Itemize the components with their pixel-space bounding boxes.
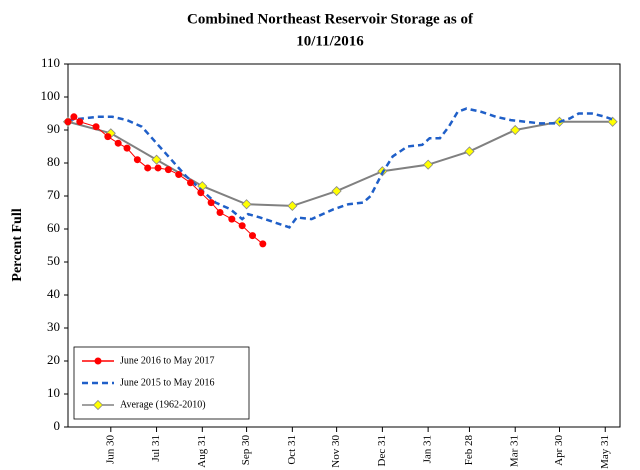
legend-label: June 2015 to May 2016 (120, 377, 214, 388)
x-tick-label: Oct 31 (286, 435, 298, 465)
data-point (64, 118, 72, 126)
data-point (464, 146, 475, 157)
y-tick-label: 110 (41, 55, 60, 70)
data-point (76, 118, 84, 126)
y-tick-label: 60 (47, 220, 60, 235)
data-point (70, 113, 78, 121)
x-tick-label: Nov 30 (330, 435, 342, 468)
data-point (154, 164, 162, 172)
x-tick-label: Jan 31 (422, 435, 434, 463)
data-point (510, 124, 521, 136)
chart-subtitle: 10/11/2016 (296, 33, 364, 49)
data-point (248, 232, 256, 240)
legend-label: Average (1962-2010) (120, 399, 206, 410)
data-point (238, 222, 246, 230)
legend-label: June 2016 to May 2017 (120, 355, 214, 366)
data-point (197, 189, 205, 197)
y-tick-label: 0 (54, 418, 61, 433)
x-tick-label: Apr 30 (553, 435, 565, 466)
y-tick-label: 20 (47, 352, 60, 367)
data-point (287, 200, 298, 211)
x-tick-label: Mar 31 (509, 435, 521, 467)
data-point (104, 133, 112, 141)
y-tick-label: 90 (47, 121, 60, 136)
x-tick-label: May 31 (599, 435, 611, 469)
data-point (187, 179, 195, 187)
legend-marker (92, 399, 104, 411)
data-point (331, 185, 342, 197)
y-tick-label: 40 (47, 286, 60, 301)
y-tick-label: 80 (47, 154, 60, 169)
data-point (175, 171, 183, 179)
data-point (259, 240, 267, 248)
series-line (67, 120, 613, 207)
data-point (92, 123, 100, 131)
x-tick-label: Feb 28 (463, 435, 475, 466)
legend-marker (94, 357, 102, 365)
x-tick-label: Jun 30 (104, 435, 116, 465)
y-tick-label: 30 (47, 319, 60, 334)
data-point (133, 156, 141, 164)
y-tick-label: 70 (47, 187, 60, 202)
y-axis-label: Percent Full (10, 208, 25, 281)
data-point (144, 164, 152, 172)
data-point (423, 159, 434, 170)
data-point (114, 139, 122, 147)
y-tick-label: 10 (47, 385, 60, 400)
plot-frame (67, 63, 621, 428)
y-tick-label: 50 (47, 253, 60, 268)
data-point (241, 199, 252, 210)
x-tick-label: Dec 31 (376, 435, 388, 466)
x-tick-label: Jul 31 (150, 435, 162, 462)
data-point (151, 154, 162, 165)
data-point (228, 215, 236, 223)
chart-title: Combined Northeast Reservoir Storage as … (187, 11, 474, 27)
data-point (607, 116, 618, 127)
data-point (207, 199, 215, 207)
y-tick-label: 100 (41, 88, 61, 103)
series-line (67, 116, 264, 245)
x-tick-label: Aug 31 (196, 435, 208, 468)
data-point (216, 209, 224, 216)
series-line (67, 107, 615, 229)
x-tick-label: Sep 30 (240, 435, 252, 466)
data-point (123, 144, 131, 152)
data-point (164, 166, 172, 174)
